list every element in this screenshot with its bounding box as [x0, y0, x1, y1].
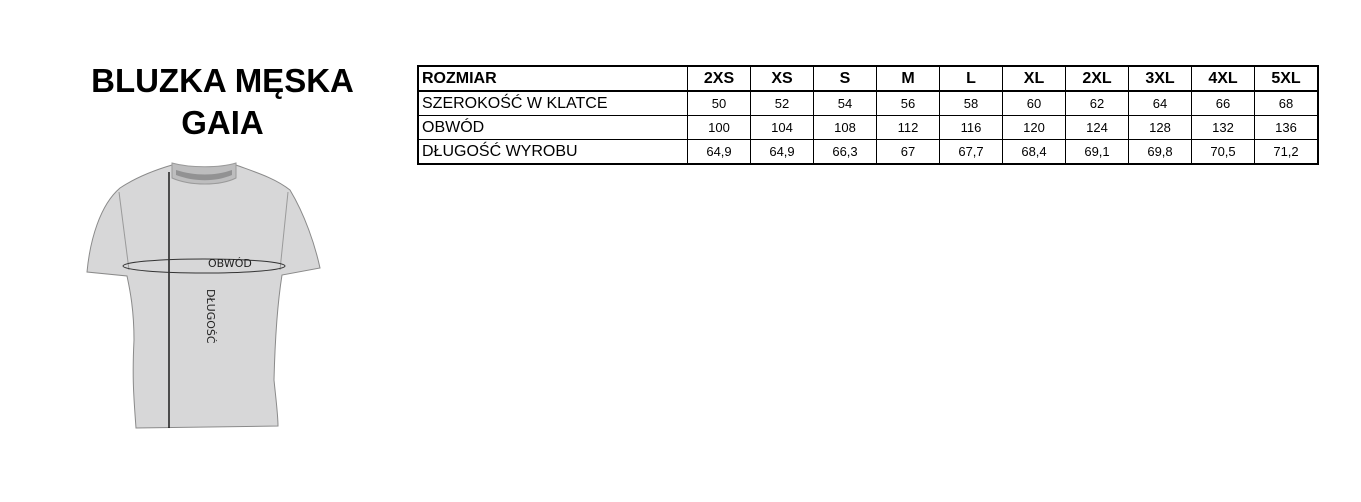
table-cell: 132: [1191, 115, 1255, 140]
table-cell: 64,9: [687, 139, 751, 165]
table-cell: 104: [750, 115, 814, 140]
table-cell: 116: [939, 115, 1003, 140]
table-cell: 60: [1002, 90, 1066, 116]
table-cell: 54: [813, 90, 877, 116]
table-cell: 69,8: [1128, 139, 1192, 165]
size-header: M: [876, 65, 940, 92]
table-row: DŁUGOŚĆ WYROBU 64,9 64,9 66,3 67 67,7 68,4 69,1…: [417, 139, 1319, 165]
size-header: 3XL: [1128, 65, 1192, 92]
size-header: 4XL: [1191, 65, 1255, 92]
tshirt-collar: [171, 162, 237, 185]
table-cell: 64,9: [750, 139, 814, 165]
table-cell: 100: [687, 115, 751, 140]
product-title: BLUZKA MĘSKA GAIA: [60, 60, 385, 144]
table-cell: 67,7: [939, 139, 1003, 165]
table-cell: 64: [1128, 90, 1192, 116]
size-header: 2XL: [1065, 65, 1129, 92]
row-label: OBWÓD: [417, 115, 688, 140]
size-table: ROZMIAR 2XS XS S M L XL 2XL 3XL 4XL 5XL …: [417, 65, 1319, 165]
size-header: L: [939, 65, 1003, 92]
table-cell: 70,5: [1191, 139, 1255, 165]
table-cell: 50: [687, 90, 751, 116]
size-header: XL: [1002, 65, 1066, 92]
table-cell: 136: [1254, 115, 1319, 140]
size-header: 2XS: [687, 65, 751, 92]
table-cell: 124: [1065, 115, 1129, 140]
table-cell: 108: [813, 115, 877, 140]
header-label: ROZMIAR: [417, 65, 688, 92]
table-cell: 71,2: [1254, 139, 1319, 165]
row-label: DŁUGOŚĆ WYROBU: [417, 139, 688, 165]
table-cell: 68: [1254, 90, 1319, 116]
table-row: OBWÓD 100 104 108 112 116 120 124 128 132 136: [417, 115, 1319, 140]
table-cell: 56: [876, 90, 940, 116]
title-line-2: GAIA: [181, 104, 264, 141]
table-cell: 128: [1128, 115, 1192, 140]
table-cell: 68,4: [1002, 139, 1066, 165]
table-cell: 112: [876, 115, 940, 140]
tshirt-body: [86, 164, 321, 429]
title-line-1: BLUZKA MĘSKA: [91, 62, 354, 99]
table-cell: 69,1: [1065, 139, 1129, 165]
table-header-row: ROZMIAR 2XS XS S M L XL 2XL 3XL 4XL 5XL: [417, 65, 1319, 92]
table-cell: 66: [1191, 90, 1255, 116]
table-cell: 52: [750, 90, 814, 116]
table-cell: 62: [1065, 90, 1129, 116]
table-row: SZEROKOŚĆ W KLATCE 50 52 54 56 58 60 62 64 66 68: [417, 90, 1319, 116]
circumference-label: OBWÓD: [208, 257, 252, 270]
size-header: 5XL: [1254, 65, 1319, 92]
size-header: S: [813, 65, 877, 92]
table-cell: 67: [876, 139, 940, 165]
size-header: XS: [750, 65, 814, 92]
length-label: DŁUGOŚĆ: [204, 289, 217, 344]
row-label: SZEROKOŚĆ W KLATCE: [417, 90, 688, 116]
table-cell: 120: [1002, 115, 1066, 140]
table-cell: 66,3: [813, 139, 877, 165]
circumference-ellipse: [122, 258, 286, 274]
table-cell: 58: [939, 90, 1003, 116]
